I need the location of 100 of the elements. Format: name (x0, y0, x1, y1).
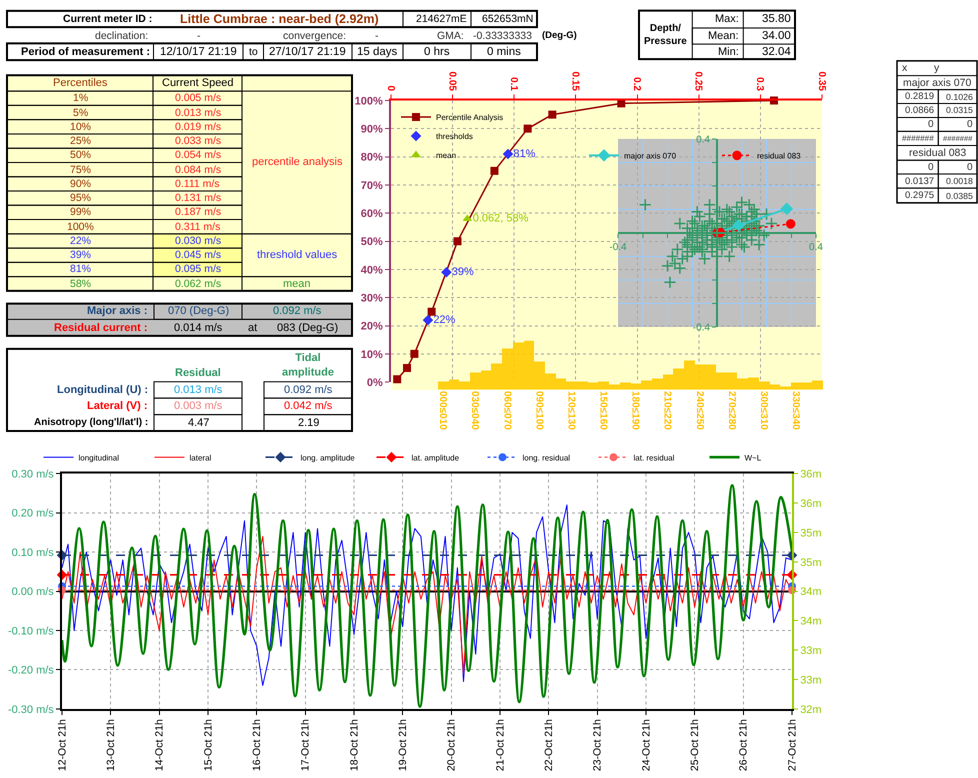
text: 22% (70, 235, 92, 247)
x-tick-label: 23-Oct 21h (592, 719, 604, 772)
text: 0.013 m/s (175, 107, 222, 119)
y-tick-label: 90% (360, 124, 384, 136)
text: 12/10/17 21:19 (160, 46, 237, 58)
x-tick-label: 0.25 (692, 72, 704, 92)
text: 0.311 m/s (175, 221, 220, 233)
text: y (934, 62, 940, 74)
x-tick-label: 19-Oct 21h (397, 719, 410, 772)
text: 32.04 (762, 46, 792, 58)
text: convergence: (283, 30, 346, 42)
data-label: 0.062, 58% (472, 212, 529, 225)
x-tick-label: 26-Oct 21h (738, 719, 750, 772)
legend-label: residual 083 (757, 151, 802, 160)
x-tick-label: 14-Oct 21h (154, 719, 166, 772)
text: Depth/ Pressure (644, 23, 688, 47)
text: 0.187 m/s (175, 206, 222, 218)
y-tick-label: 10% (360, 348, 384, 361)
text: Mean: (708, 30, 739, 42)
x-tick-label: 180≤190 (630, 390, 641, 430)
legend-label: long. residual (522, 453, 570, 462)
text: 0 mins (487, 46, 522, 58)
text: Tidal amplitude (282, 352, 334, 378)
text: 0.0385 (946, 191, 974, 201)
text: Min: (718, 46, 739, 58)
text: 0 (928, 162, 934, 173)
text: 083 (Deg-G) (277, 322, 338, 334)
y-tick-label: 50% (360, 236, 384, 248)
text: 0 (967, 119, 973, 130)
x-tick-label: 15-Oct 21h (202, 719, 214, 772)
text: 0.042 m/s (284, 400, 333, 412)
text: 0.2975 (905, 190, 934, 201)
x-tick-label: 17-Oct 21h (300, 719, 312, 772)
text: 0.111 m/s (175, 178, 220, 190)
x-tick-label: 150≤160 (598, 390, 609, 430)
x-tick-label: 0.2 (631, 77, 642, 92)
text: 0.013 m/s (174, 384, 223, 396)
x-tick-label: 270≤280 (726, 390, 737, 430)
text: 95% (70, 192, 92, 204)
text: 0.054 m/s (175, 149, 222, 161)
text: Longitudinal (U) : (57, 384, 148, 396)
x-tick-label: 0.05 (446, 72, 458, 92)
text: 10% (70, 121, 92, 133)
x-tick-label: 210≤220 (662, 390, 673, 430)
text: residual 083 (909, 147, 966, 159)
x-tick-label: 22-Oct 21h (543, 719, 556, 772)
y-tick-label: 70% (360, 180, 384, 192)
y-tick-label: 40% (360, 264, 384, 276)
y-tick-label: 0.00 m/s (12, 586, 54, 598)
legend-label: long. amplitude (300, 453, 356, 462)
x-tick-label: 090≤100 (533, 390, 544, 430)
legend-label: mean (436, 151, 456, 160)
text: 25% (70, 135, 92, 147)
text: - (197, 30, 201, 42)
x-tick-label: 300≤310 (758, 390, 769, 430)
text: Percentiles (53, 77, 108, 89)
x-tick-label: 330≤340 (790, 390, 802, 430)
x-tick-label: 030≤040 (469, 390, 480, 430)
text: percentile analysis (252, 156, 343, 168)
text: 39% (70, 249, 92, 261)
text: 27/10/17 21:19 (269, 46, 346, 58)
text: Little Cumbrae : near-bed (2.92m) (180, 12, 379, 26)
text: 0 hrs (424, 46, 450, 58)
text: (Deg-G) (542, 30, 577, 41)
text: 90% (70, 178, 92, 190)
x-tick-label: 000≤010 (437, 390, 448, 430)
y-tick-label: 60% (360, 208, 384, 220)
text: 34.00 (762, 30, 791, 42)
y-tick-label: -0.10 m/s (8, 625, 54, 638)
text: 0.0137 (905, 176, 934, 187)
text: 0.033 m/s (175, 135, 222, 147)
text: 0.092 m/s (273, 305, 322, 317)
text: 0.0018 (946, 176, 974, 186)
y2-tick-label: 33m (800, 645, 822, 657)
y2-tick-label: 32m (800, 704, 822, 716)
text: 0 (928, 119, 934, 130)
text: 0.092 m/s (284, 384, 333, 396)
y2-tick-label: 35m (800, 556, 822, 569)
x-tick-label: 240≤250 (694, 390, 705, 430)
text: at (248, 322, 258, 334)
text: declination: (95, 30, 148, 42)
x-tick-label: 0.3 (754, 77, 766, 92)
legend-label: lateral (190, 453, 212, 462)
y-tick-label: 30% (360, 292, 384, 304)
legend-label: lat. amplitude (412, 453, 460, 462)
y-tick-label: 0.20 m/s (12, 508, 54, 520)
x-tick-label: 060≤070 (501, 390, 512, 430)
text: 214627mE (416, 13, 467, 25)
y-tick-label: 0% (366, 376, 384, 389)
text: Major axis : (87, 305, 148, 317)
legend-label: Percentile Analysis (436, 113, 504, 122)
x-tick-label: 120≤130 (565, 390, 576, 430)
x-tick-label: 20-Oct 21h (446, 719, 458, 772)
text: major axis 070 (903, 77, 972, 89)
text: 0.030 m/s (175, 235, 222, 247)
y-tick-label: 80% (360, 152, 384, 164)
y-tick-label: 0.10 m/s (12, 546, 54, 559)
text: x (902, 62, 908, 74)
text: 0 (967, 162, 973, 173)
y-tick-label: 0.30 m/s (12, 468, 54, 481)
